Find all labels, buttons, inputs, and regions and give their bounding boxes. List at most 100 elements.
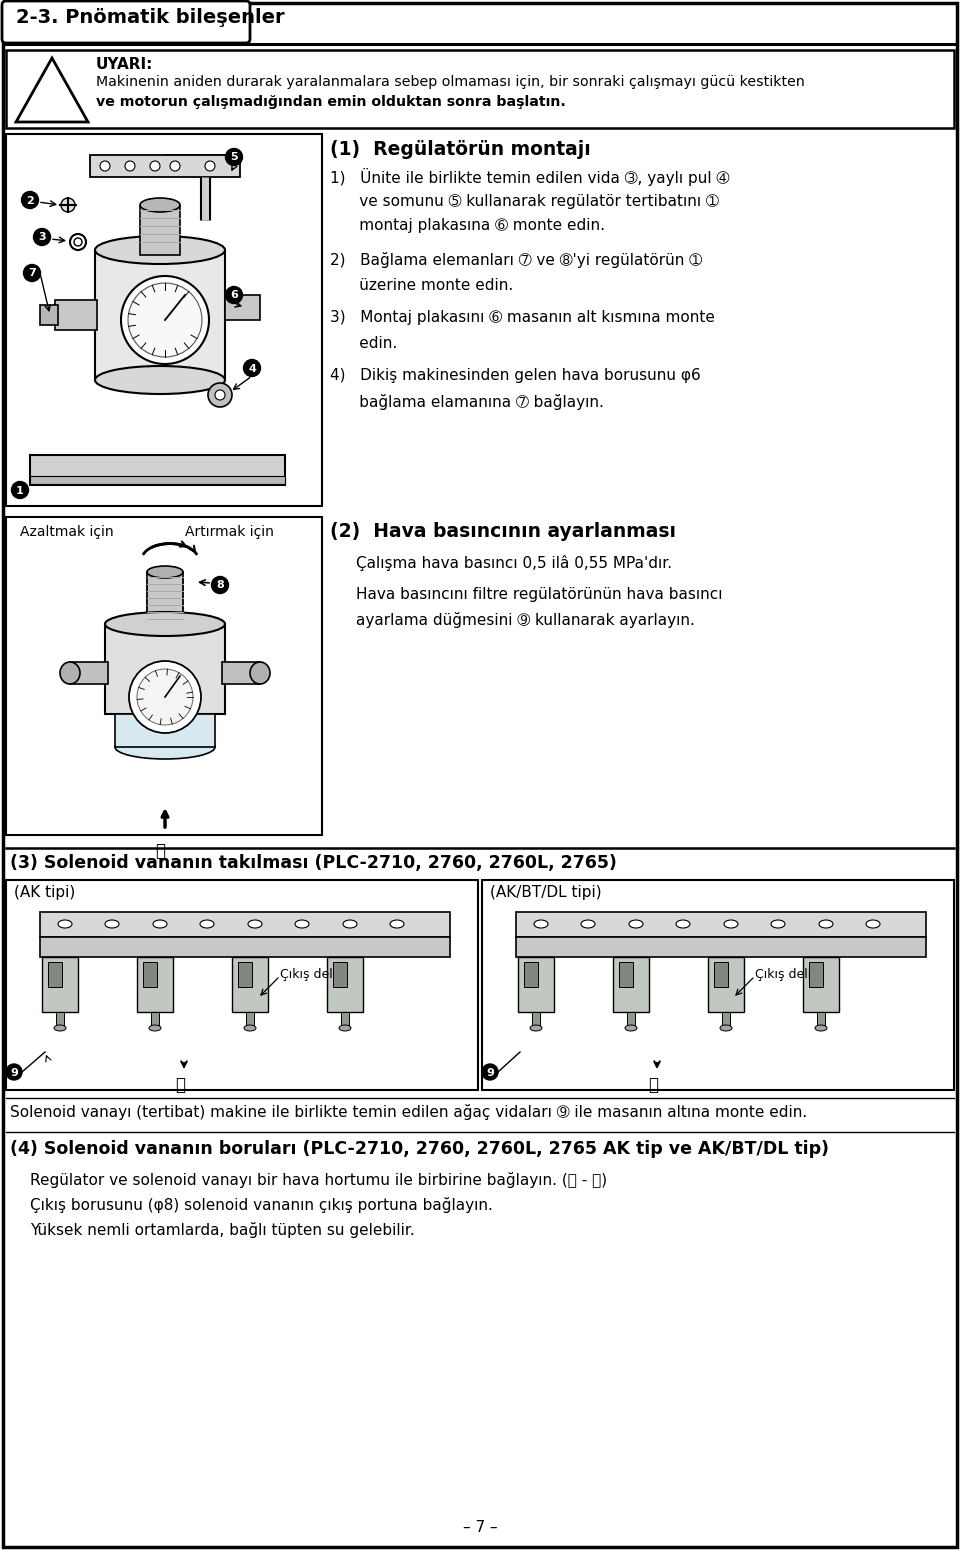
Circle shape xyxy=(128,284,202,356)
Circle shape xyxy=(170,161,180,170)
Circle shape xyxy=(74,239,82,246)
Text: 2)   Bağlama elemanları ➆ ve ➇'yi regülatörün ➀: 2) Bağlama elemanları ➆ ve ➇'yi regülatö… xyxy=(330,253,702,268)
Bar xyxy=(30,476,285,484)
Bar xyxy=(40,305,58,326)
Bar xyxy=(6,133,322,505)
Ellipse shape xyxy=(153,921,167,928)
Ellipse shape xyxy=(530,1025,542,1031)
Ellipse shape xyxy=(581,921,595,928)
Circle shape xyxy=(6,1063,22,1080)
Ellipse shape xyxy=(720,1025,732,1031)
Text: (4) Solenoid vananın boruları (PLC-2710, 2760, 2760L, 2765 AK tip ve AK/BT/DL ti: (4) Solenoid vananın boruları (PLC-2710,… xyxy=(10,1139,829,1158)
Bar xyxy=(6,880,478,1090)
Text: bağlama elamanına ➆ bağlayın.: bağlama elamanına ➆ bağlayın. xyxy=(330,394,604,411)
Bar xyxy=(6,518,322,835)
Text: ayarlama düğmesini ➈ kullanarak ayarlayın.: ayarlama düğmesini ➈ kullanarak ayarlayı… xyxy=(356,612,695,628)
Text: Çıkış borusunu (φ8) solenoid vananın çıkış portuna bağlayın.: Çıkış borusunu (φ8) solenoid vananın çık… xyxy=(30,1197,492,1214)
Circle shape xyxy=(205,161,215,170)
Circle shape xyxy=(226,149,243,166)
Bar xyxy=(42,956,78,1012)
Ellipse shape xyxy=(58,921,72,928)
Text: UYARI:: UYARI: xyxy=(96,57,154,71)
Polygon shape xyxy=(40,911,450,938)
Text: ve motorun çalışmadığından emin olduktan sonra başlatın.: ve motorun çalışmadığından emin olduktan… xyxy=(96,95,565,109)
Text: (AK tipi): (AK tipi) xyxy=(14,885,75,901)
Bar xyxy=(627,1012,635,1028)
Circle shape xyxy=(244,360,260,377)
Text: ve somunu ➄ kullanarak regülatör tertibatını ➀: ve somunu ➄ kullanarak regülatör tertiba… xyxy=(330,194,719,209)
Circle shape xyxy=(226,287,243,304)
Text: 3)   Montaj plakasını ➅ masanın alt kısmına monte: 3) Montaj plakasını ➅ masanın alt kısmın… xyxy=(330,310,715,326)
Bar xyxy=(532,1012,540,1028)
Polygon shape xyxy=(16,57,88,122)
Ellipse shape xyxy=(819,921,833,928)
Text: Regülator ve solenoid vanayı bir hava hortumu ile birbirine bağlayın. (Ⓚ - Ⓚ): Regülator ve solenoid vanayı bir hava ho… xyxy=(30,1172,607,1187)
Bar xyxy=(809,963,823,987)
Bar xyxy=(48,963,62,987)
Text: 1: 1 xyxy=(16,485,24,496)
Text: Artırmak için: Artırmak için xyxy=(185,525,274,539)
Text: Ⓐ: Ⓐ xyxy=(155,842,165,860)
Circle shape xyxy=(21,192,38,209)
Circle shape xyxy=(129,660,201,733)
Bar xyxy=(518,956,554,1012)
Ellipse shape xyxy=(244,1025,256,1031)
Text: 7: 7 xyxy=(28,268,36,279)
Ellipse shape xyxy=(140,198,180,212)
Circle shape xyxy=(12,482,29,499)
Polygon shape xyxy=(516,938,926,956)
Ellipse shape xyxy=(534,921,548,928)
Ellipse shape xyxy=(815,1025,827,1031)
Text: Çıkış deliği: Çıkış deliği xyxy=(280,969,348,981)
Bar xyxy=(803,956,839,1012)
Polygon shape xyxy=(516,911,926,938)
Ellipse shape xyxy=(54,1025,66,1031)
Circle shape xyxy=(137,670,193,725)
Text: 4)   Dikiş makinesinden gelen hava borusunu φ6: 4) Dikiş makinesinden gelen hava borusun… xyxy=(330,367,701,383)
Bar xyxy=(56,1012,64,1028)
Text: Solenoid vanayı (tertibat) makine ile birlikte temin edilen ağaç vidaları ➈ ile : Solenoid vanayı (tertibat) makine ile bi… xyxy=(10,1104,807,1121)
Text: – 7 –: – 7 – xyxy=(463,1521,497,1534)
Ellipse shape xyxy=(676,921,690,928)
Text: Makinenin aniden durarak yaralanmalara sebep olmaması için, bir sonraki çalışmay: Makinenin aniden durarak yaralanmalara s… xyxy=(96,74,804,88)
Text: 3: 3 xyxy=(38,232,46,242)
Circle shape xyxy=(34,228,51,245)
Bar xyxy=(143,963,157,987)
Circle shape xyxy=(23,265,40,282)
Ellipse shape xyxy=(95,236,225,264)
Circle shape xyxy=(125,161,135,170)
Bar xyxy=(722,1012,730,1028)
Text: (3) Solenoid vananın takılması (PLC-2710, 2760, 2760L, 2765): (3) Solenoid vananın takılması (PLC-2710… xyxy=(10,854,617,873)
Ellipse shape xyxy=(95,366,225,394)
Text: Yüksek nemli ortamlarda, bağlı tüpten su gelebilir.: Yüksek nemli ortamlarda, bağlı tüpten su… xyxy=(30,1221,415,1238)
Text: Ⓐ: Ⓐ xyxy=(648,1076,658,1094)
Bar xyxy=(232,956,268,1012)
Circle shape xyxy=(70,234,86,250)
Ellipse shape xyxy=(295,921,309,928)
Ellipse shape xyxy=(724,921,738,928)
Polygon shape xyxy=(165,155,240,163)
Bar xyxy=(6,50,954,129)
Ellipse shape xyxy=(629,921,643,928)
Circle shape xyxy=(121,276,209,364)
Bar xyxy=(619,963,633,987)
Circle shape xyxy=(61,198,75,212)
Ellipse shape xyxy=(60,662,80,684)
Bar xyxy=(327,956,363,1012)
Circle shape xyxy=(208,383,232,408)
Bar xyxy=(341,1012,349,1028)
Ellipse shape xyxy=(250,662,270,684)
Text: Azaltmak için: Azaltmak için xyxy=(20,525,113,539)
Text: 1)   Ünite ile birlikte temin edilen vida ➂, yaylı pul ➃: 1) Ünite ile birlikte temin edilen vida … xyxy=(330,167,730,186)
Text: 2-3. Pnömatik bileşenler: 2-3. Pnömatik bileşenler xyxy=(16,8,284,26)
Ellipse shape xyxy=(147,566,183,578)
Bar xyxy=(524,963,538,987)
Text: Hava basıncını filtre regülatörünün hava basıncı: Hava basıncını filtre regülatörünün hava… xyxy=(356,587,723,601)
Text: 4: 4 xyxy=(248,364,256,374)
Ellipse shape xyxy=(248,921,262,928)
Bar xyxy=(613,956,649,1012)
Bar xyxy=(225,294,260,319)
Bar xyxy=(151,1012,159,1028)
Text: 8: 8 xyxy=(216,581,224,591)
Circle shape xyxy=(150,161,160,170)
